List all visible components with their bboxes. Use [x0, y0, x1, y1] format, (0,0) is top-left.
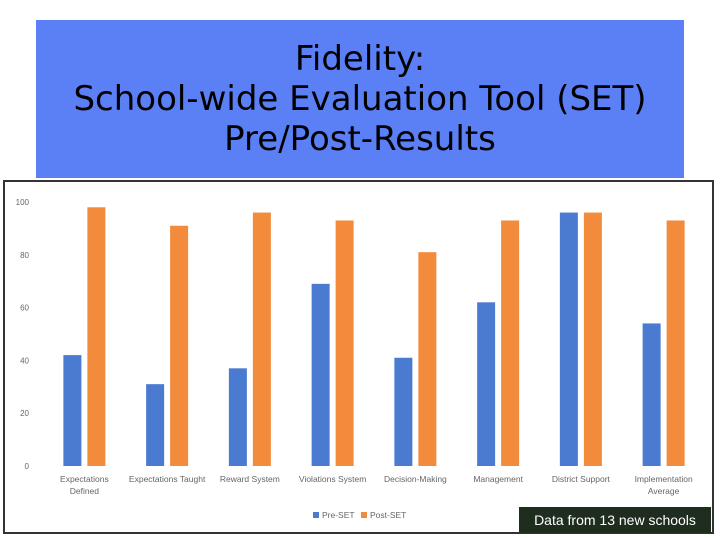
legend-swatch-pre [313, 512, 319, 518]
category-label: Decision-Making [384, 474, 447, 484]
title-line-2: School-wide Evaluation Tool (SET) [73, 79, 647, 119]
category-label: District Support [552, 474, 611, 484]
y-tick-label: 20 [20, 409, 29, 418]
category-label: Violations System [299, 474, 366, 484]
category-label: Defined [70, 486, 100, 496]
bar-pre [642, 323, 661, 466]
legend-swatch-post [361, 512, 367, 518]
bar-post [418, 252, 437, 466]
bar-post [501, 220, 520, 466]
y-tick-label: 0 [25, 462, 30, 471]
title-line-1: Fidelity: [294, 39, 426, 79]
bar-post [583, 212, 602, 466]
chart-frame: 0 20 40 60 80 100 Expectations Defined Expectati… [3, 180, 714, 534]
category-label: Management [473, 474, 523, 484]
bar-pre [228, 368, 247, 466]
category-label: Implementation [635, 474, 693, 484]
legend-label: Pre-SET [322, 510, 355, 520]
category-label: Average [648, 486, 680, 496]
bar-pre [146, 384, 165, 466]
bar-post [666, 220, 685, 466]
bar-post [170, 225, 189, 466]
category-label: Expectations Taught [129, 474, 206, 484]
data-note: Data from 13 new schools [519, 507, 711, 533]
bar-pre [394, 357, 413, 466]
bar-post [87, 207, 106, 466]
bar-chart: 0 20 40 60 80 100 Expectations Defined Expectati… [16, 198, 693, 520]
legend-label: Post-SET [370, 510, 406, 520]
bar-pre [559, 212, 578, 466]
bar-pre [311, 283, 330, 466]
bar-pre [63, 355, 82, 466]
y-tick-label: 80 [20, 251, 29, 260]
category-label: Expectations [60, 474, 109, 484]
bar-post [252, 212, 271, 466]
category-label: Reward System [220, 474, 280, 484]
slide-title: Fidelity: School-wide Evaluation Tool (S… [36, 20, 684, 178]
y-tick-label: 100 [16, 198, 30, 207]
y-tick-label: 40 [20, 356, 29, 365]
bar-post [335, 220, 354, 466]
y-tick-label: 60 [20, 304, 29, 313]
title-line-3: Pre/Post-Results [224, 119, 496, 159]
bar-pre [477, 302, 496, 466]
